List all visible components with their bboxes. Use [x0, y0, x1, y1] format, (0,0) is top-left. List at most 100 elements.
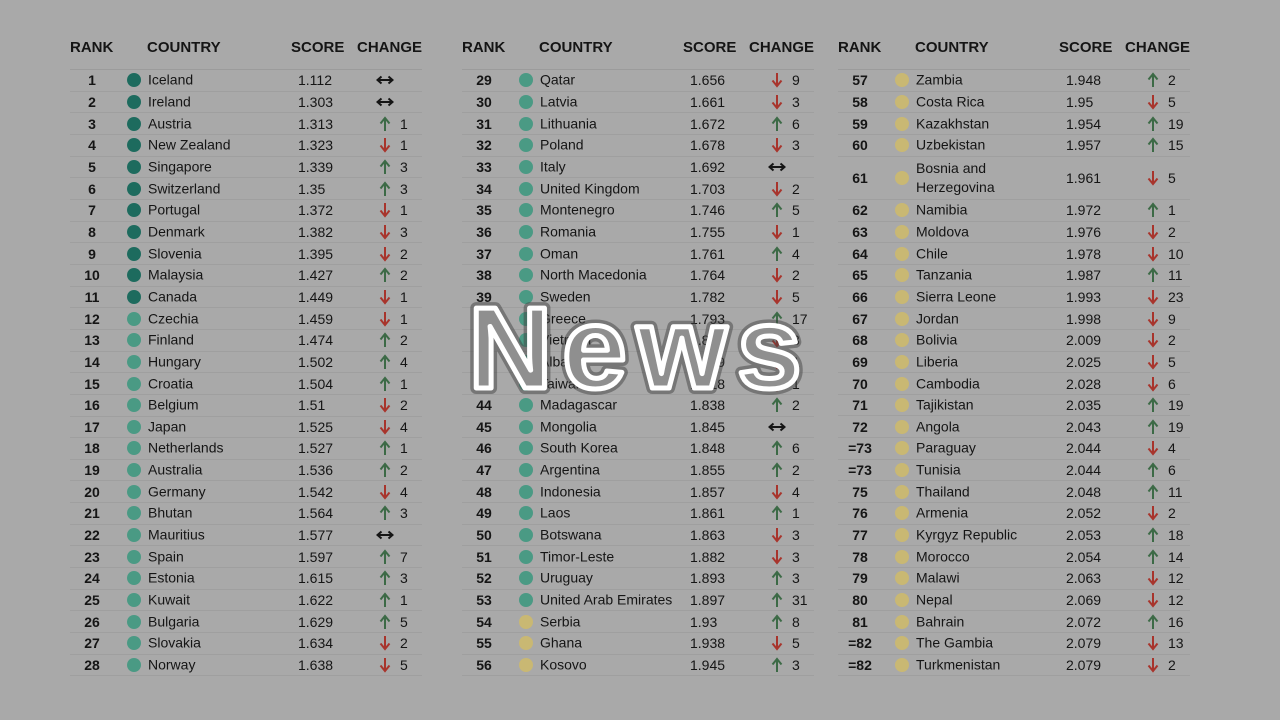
- trend-up: [771, 570, 783, 586]
- score: 1.372: [298, 202, 334, 219]
- rank: 15: [84, 375, 100, 392]
- arrow-path: [771, 549, 783, 565]
- status-dot: [127, 571, 141, 586]
- arrow-path: [771, 73, 783, 88]
- table-row: 41 Vietnam 1.802 3: [462, 330, 814, 352]
- trend-same: [768, 162, 786, 172]
- rank: 76: [852, 505, 868, 522]
- score: 1.93: [690, 613, 718, 630]
- change: 1: [792, 353, 800, 370]
- country: Belgium: [148, 396, 199, 413]
- status-dot: [127, 116, 141, 131]
- table-row: 64 Chile 1.978 10: [838, 243, 1190, 265]
- arrow-path: [1147, 462, 1159, 478]
- table-row: 45 Mongolia 1.845: [462, 417, 814, 439]
- status-dot: [127, 463, 141, 478]
- country: Oman: [540, 245, 579, 262]
- table-row: 27 Slovakia 1.634 2: [70, 633, 422, 655]
- status-dot: [519, 73, 533, 88]
- change: 2: [1168, 223, 1176, 240]
- country: Estonia: [148, 569, 195, 586]
- arrow-path: [771, 505, 783, 521]
- rank: 42: [476, 353, 492, 370]
- status-dot: [895, 94, 909, 109]
- change: 5: [1168, 353, 1176, 370]
- trend-up: [379, 440, 391, 456]
- arrow-path: [771, 376, 783, 392]
- table-panel: RANK COUNTRY SCORE CHANGE 29 Qatar 1.656 9 30 Lat…: [462, 34, 815, 677]
- table-row: 7 Portugal 1.372 1: [70, 200, 422, 222]
- country: Croatia: [148, 375, 194, 392]
- rank: 32: [476, 137, 492, 154]
- rank: 63: [852, 223, 868, 240]
- arrow-path: [1147, 441, 1159, 457]
- rank: 72: [852, 418, 868, 435]
- score: 1.961: [1066, 169, 1102, 186]
- header-cell: RANK: [70, 39, 114, 56]
- country: Malawi: [916, 569, 960, 586]
- table-row: 11 Canada 1.449 1: [70, 287, 422, 309]
- change: 3: [400, 570, 408, 587]
- status-dot: [127, 73, 141, 88]
- change: 2: [792, 180, 800, 197]
- change: 5: [792, 202, 800, 219]
- country: Ghana: [540, 634, 583, 651]
- score: 2.053: [1066, 527, 1102, 544]
- arrow-path: [1147, 397, 1159, 413]
- trend-up: [1147, 527, 1159, 543]
- arrow-path: [379, 267, 391, 283]
- score: 1.564: [298, 505, 334, 522]
- trend-up: [771, 310, 783, 326]
- rank: 38: [476, 267, 492, 284]
- change: 5: [400, 657, 408, 674]
- trend-up: [379, 462, 391, 478]
- country: Kuwait: [148, 591, 191, 608]
- arrow-path: [771, 245, 783, 261]
- country: Slovenia: [148, 245, 202, 262]
- table-row: 61 Bosnia and Herzegovina 1.961 5: [838, 157, 1190, 200]
- score: 1.882: [690, 548, 726, 565]
- trend-down: [379, 203, 391, 218]
- country: Tunisia: [916, 461, 961, 478]
- header-cell: SCORE: [1059, 39, 1113, 56]
- status-dot: [895, 376, 909, 391]
- table-row: 19 Australia 1.536 2: [70, 460, 422, 482]
- table-row: 50 Botswana 1.863 3: [462, 525, 814, 547]
- header-cell: CHANGE: [749, 39, 815, 56]
- score: 1.855: [690, 462, 726, 479]
- rank: 29: [476, 72, 492, 89]
- arrow-path: [376, 76, 394, 85]
- status-dot: [519, 636, 533, 651]
- change: 1: [792, 505, 800, 522]
- rank: 3: [88, 115, 96, 132]
- change: 6: [1168, 462, 1176, 479]
- rank: 4: [88, 137, 96, 154]
- table-row: 80 Nepal 2.069 12: [838, 590, 1190, 612]
- status-dot: [895, 398, 909, 413]
- table-row: 1 Iceland 1.112: [70, 70, 422, 92]
- country: Liberia: [916, 353, 959, 370]
- status-dot: [895, 289, 909, 304]
- rank: 31: [476, 115, 492, 132]
- trend-down: [771, 376, 783, 392]
- arrow-path: [376, 530, 394, 540]
- table-row: 24 Estonia 1.615 3: [70, 568, 422, 590]
- table-row: 66 Sierra Leone 1.993 23: [838, 287, 1190, 309]
- arrow-path: [379, 398, 391, 413]
- status-dot: [519, 246, 533, 261]
- arrow-path: [379, 246, 391, 262]
- arrow-path: [379, 658, 391, 673]
- rank: 8: [88, 223, 96, 240]
- table-row: 71 Tajikistan 2.035 19: [838, 395, 1190, 417]
- score: 2.028: [1066, 375, 1102, 392]
- status-dot: [127, 376, 141, 391]
- arrow-path: [771, 224, 783, 240]
- country: Tajikistan: [916, 396, 974, 413]
- rank: 7: [88, 202, 96, 219]
- rank: 66: [852, 288, 868, 305]
- trend-down: [379, 289, 391, 305]
- rank: 23: [84, 548, 100, 565]
- country: Austria: [148, 115, 192, 132]
- trend-up: [1147, 462, 1159, 478]
- rank: 28: [84, 657, 100, 674]
